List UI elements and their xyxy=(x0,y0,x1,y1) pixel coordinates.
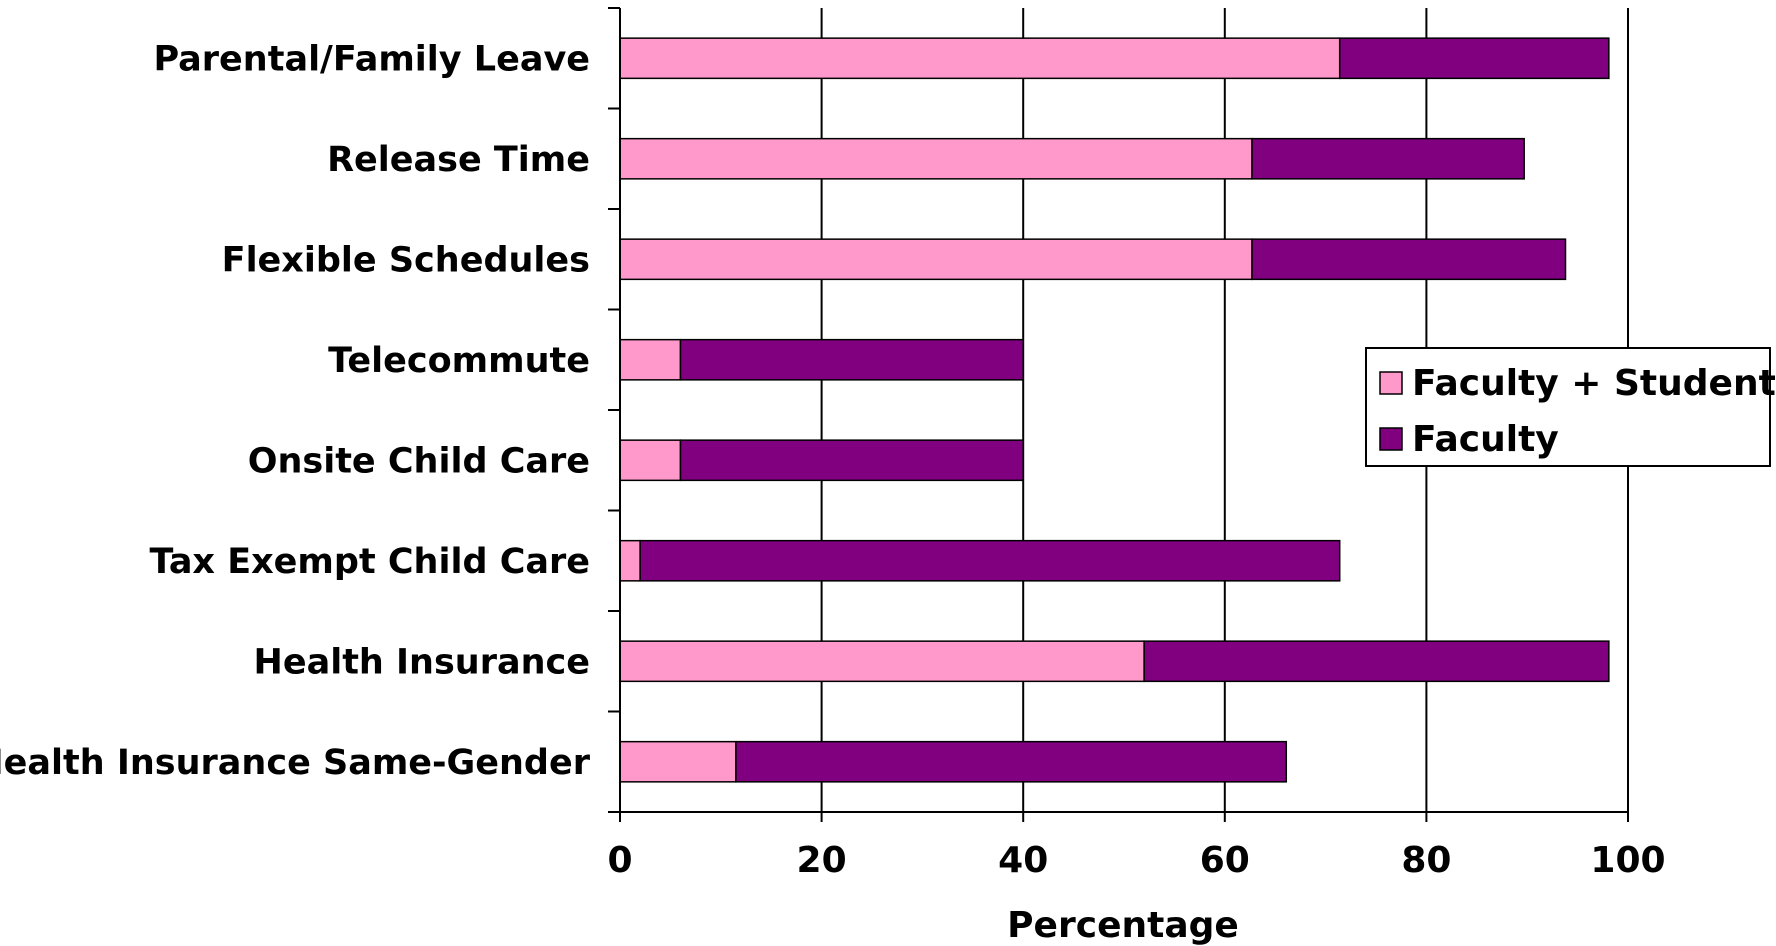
category-label: Health Insurance Same-Gender xyxy=(0,743,591,783)
x-tick-label: 40 xyxy=(998,840,1048,881)
legend-swatch-faculty xyxy=(1379,427,1403,451)
bar-faculty xyxy=(1251,238,1567,281)
category-label: Tax Exempt Child Care xyxy=(149,542,590,582)
bar-faculty xyxy=(1251,137,1525,180)
x-tick-label: 60 xyxy=(1200,840,1250,881)
bar-faculty-students xyxy=(619,37,1341,80)
x-tick-label: 0 xyxy=(607,840,632,881)
bars xyxy=(619,37,1610,783)
legend-swatch-faculty-students xyxy=(1379,371,1403,395)
bar-faculty xyxy=(639,539,1341,582)
legend: Faculty + Students Faculty xyxy=(1365,347,1776,467)
bar-faculty-students xyxy=(619,338,682,381)
category-label: Onsite Child Care xyxy=(248,441,590,481)
bar-faculty-students xyxy=(619,238,1253,281)
bar-faculty-students xyxy=(619,740,737,783)
x-tick-label: 80 xyxy=(1401,840,1451,881)
axes xyxy=(608,7,1629,822)
category-label: Flexible Schedules xyxy=(222,240,590,280)
category-label: Health Insurance xyxy=(254,642,590,682)
category-label: Parental/Family Leave xyxy=(153,39,590,79)
bar-faculty-students xyxy=(619,539,641,582)
legend-box xyxy=(1365,347,1771,467)
x-tick-label: 100 xyxy=(1590,840,1665,881)
bar-faculty xyxy=(735,740,1288,783)
legend-label: Faculty xyxy=(1412,419,1559,460)
category-label: Telecommute xyxy=(328,341,590,381)
bar-faculty-students xyxy=(619,640,1145,683)
category-label: Release Time xyxy=(327,140,590,180)
x-axis-title: Percentage xyxy=(1007,905,1239,946)
bar-faculty xyxy=(679,338,1024,381)
bar-faculty-students xyxy=(619,137,1253,180)
bar-faculty-students xyxy=(619,439,682,482)
x-tick-labels: 0 20 40 60 80 100 xyxy=(607,840,1665,881)
x-tick-label: 20 xyxy=(797,840,847,881)
category-labels: Parental/Family Leave Release Time Flexibl… xyxy=(0,39,591,783)
bar-faculty xyxy=(1338,37,1610,80)
bar-faculty xyxy=(1143,640,1610,683)
bar-faculty xyxy=(679,439,1024,482)
legend-label: Faculty + Students xyxy=(1412,363,1776,404)
